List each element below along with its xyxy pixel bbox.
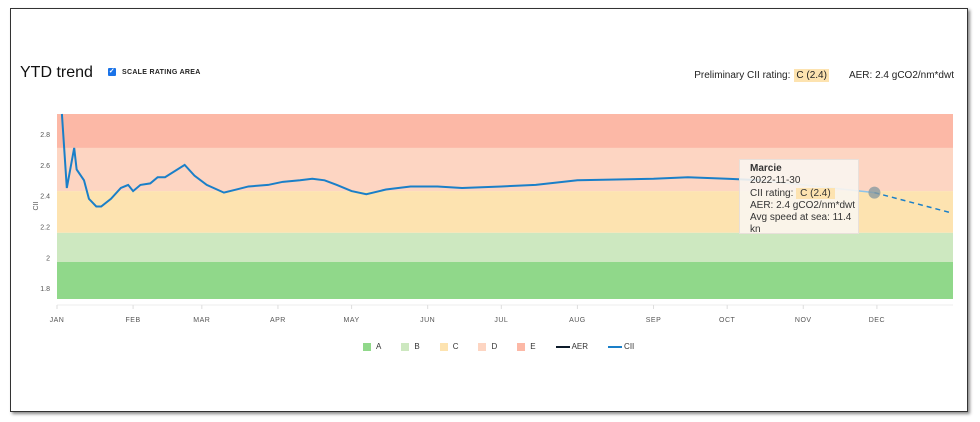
- y-tick-label: 2: [46, 255, 50, 262]
- tooltip-rating-badge: C (2.4): [796, 187, 835, 199]
- x-tick-label: APR: [270, 317, 286, 324]
- cii-line: [60, 113, 762, 208]
- checkbox-check-icon[interactable]: ✓: [108, 68, 116, 76]
- x-tick-label: JAN: [50, 317, 65, 324]
- scale-rating-label: SCALE RATING AREA: [122, 68, 201, 76]
- legend-e[interactable]: E: [517, 342, 536, 351]
- legend-a[interactable]: A: [363, 342, 381, 351]
- legend-cii[interactable]: CII: [608, 342, 634, 351]
- band-b: [57, 232, 953, 262]
- rating-label: Preliminary CII rating:: [694, 70, 791, 81]
- x-tick-label: OCT: [719, 317, 736, 324]
- x-tick-label: AUG: [569, 317, 586, 324]
- x-tick-label: DEC: [869, 317, 885, 324]
- tooltip-name: Marcie: [750, 163, 782, 174]
- y-tick-label: 2.6: [40, 163, 50, 170]
- y-tick-label: 2.4: [40, 194, 50, 201]
- band-a: [57, 262, 953, 299]
- tooltip-aer: AER: 2.4 gCO2/nm*dwt: [750, 199, 856, 211]
- legend-aer[interactable]: AER: [555, 342, 588, 351]
- x-tick-label: MAR: [193, 317, 210, 324]
- y-tick-label: 2.2: [40, 225, 50, 232]
- y-axis-label: CII: [33, 201, 40, 210]
- hover-point: [868, 186, 881, 199]
- x-tick-label: JUN: [420, 317, 435, 324]
- legend-b[interactable]: B: [401, 342, 420, 351]
- cii-forecast-line: [874, 191, 951, 214]
- legend: A B C D E AER CII: [363, 342, 654, 351]
- tooltip-rating-label: CII rating:: [750, 187, 794, 199]
- y-tick-label: 2.8: [40, 132, 50, 139]
- x-tick-label: MAY: [343, 317, 359, 324]
- rating-badge: C (2.4): [794, 69, 829, 82]
- tooltip-date: 2022-11-30: [750, 175, 801, 187]
- y-tick-label: 1.8: [40, 286, 50, 293]
- scale-rating-checkbox[interactable]: ✓ SCALE RATING AREA: [108, 68, 201, 76]
- band-e: [57, 114, 953, 148]
- tooltip: Marcie 2022-11-30 CII rating: C (2.4) AE…: [739, 159, 859, 236]
- legend-c[interactable]: C: [439, 342, 458, 351]
- rating-summary: Preliminary CII rating: C (2.4) AER: 2.4…: [694, 69, 954, 82]
- page-title: YTD trend: [20, 64, 93, 81]
- legend-d[interactable]: D: [478, 342, 497, 351]
- x-tick-label: FEB: [126, 317, 141, 324]
- x-tick-label: NOV: [795, 317, 812, 324]
- cii-chart: 1.8 2 2.2 2.4 2.6 2.8 CII JAN FEB MAR APR MAY JUN JUL…: [33, 113, 953, 324]
- x-tick-label: SEP: [646, 317, 662, 324]
- aer-text: AER: 2.4 gCO2/nm*dwt: [848, 70, 954, 81]
- tooltip-speed: Avg speed at sea: 11.4 kn: [750, 212, 852, 236]
- x-tick-label: JUL: [494, 317, 508, 324]
